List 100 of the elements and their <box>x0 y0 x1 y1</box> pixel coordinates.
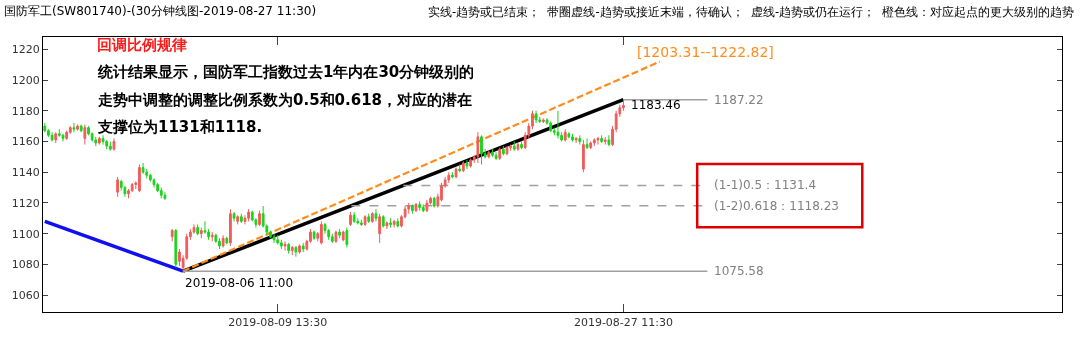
candlestick <box>221 234 225 248</box>
candlestick <box>432 196 436 209</box>
candlestick <box>476 131 480 164</box>
y-tick-label: 1100 <box>11 227 40 241</box>
candlestick <box>301 242 305 253</box>
candlestick <box>501 145 505 156</box>
candlestick <box>312 230 316 241</box>
candlestick <box>505 145 509 156</box>
ref-line-label: 1075.58 <box>714 264 764 278</box>
candlestick <box>410 203 414 215</box>
candlestick <box>94 136 98 147</box>
candlestick <box>54 131 58 144</box>
candlestick <box>516 142 520 152</box>
candlestick <box>498 147 502 161</box>
candlestick <box>65 130 69 141</box>
candlestick <box>465 159 469 170</box>
candlestick <box>170 228 174 242</box>
annotation: 走势中调整的调整比例系数为0.5和0.618，对应的潜在 <box>97 91 473 109</box>
candlestick <box>239 213 243 224</box>
candlestick <box>196 223 200 236</box>
candlestick <box>589 140 593 150</box>
candlestick <box>549 121 553 133</box>
y-tick-label: 1080 <box>11 258 40 272</box>
candlestick <box>98 136 101 146</box>
candlestick <box>447 171 451 184</box>
candlestick <box>556 110 560 139</box>
annotation: 统计结果显示，国防军工指数过去1年内在30分钟级别的 <box>97 63 475 81</box>
candlestick <box>392 219 396 228</box>
candlestick <box>108 140 112 152</box>
chart-title: 国防军工(SW801740)-(30分钟线图-2019-08-27 11:30) <box>4 4 317 19</box>
candlestick <box>116 176 119 198</box>
candlestick <box>57 128 61 138</box>
candlestick <box>341 230 345 242</box>
candlestick <box>283 240 287 252</box>
candlestick <box>596 136 600 146</box>
candlestick <box>461 160 465 173</box>
annotation: 1183.46 <box>631 98 681 112</box>
annotation: 支撑位为1131和1118. <box>97 118 263 136</box>
candlestick <box>294 245 298 258</box>
ref-line-label: 1187.22 <box>714 93 764 107</box>
candlestick <box>50 131 54 142</box>
candlestick <box>225 236 229 245</box>
candlestick <box>542 117 545 124</box>
candlestick <box>370 211 374 224</box>
candlestick <box>334 230 338 244</box>
candlestick <box>469 157 472 169</box>
candlestick <box>425 199 429 213</box>
candlestick <box>421 203 425 213</box>
candlestick <box>534 110 538 124</box>
candlestick <box>101 134 105 146</box>
candlestick <box>218 237 221 250</box>
candlestick <box>199 227 203 239</box>
candlestick <box>210 231 214 242</box>
ref-line-label: (1-2)0.618：1118.23 <box>714 199 839 213</box>
annotation: 回调比例规律 <box>97 36 187 54</box>
candlestick <box>112 137 116 152</box>
candlestick <box>279 239 283 250</box>
x-tick-label: 2019-08-09 13:30 <box>228 316 328 330</box>
candlestick <box>607 134 611 147</box>
y-tick-label: 1060 <box>11 288 40 302</box>
candlestick <box>236 214 240 225</box>
candlestick <box>330 233 334 244</box>
candlestick <box>79 124 83 133</box>
candlestick <box>396 217 400 228</box>
text: 实线-趋势或已结束； 带圈虚线-趋势或接近末端，待确认； 虚线-趋势或仍在运行； 橙色线：对应起点的更大级别的趋势 <box>428 5 1075 19</box>
candlestick <box>378 213 382 244</box>
candlestick <box>360 219 363 227</box>
candlestick <box>389 217 392 228</box>
candlestick <box>287 242 291 255</box>
candlestick <box>512 140 516 152</box>
candlestick <box>571 133 574 142</box>
candlestick <box>338 228 341 239</box>
candlestick <box>83 124 87 146</box>
candlestick <box>520 140 523 150</box>
candlestick <box>582 139 585 173</box>
candlestick <box>272 233 276 244</box>
candlestick <box>247 208 251 222</box>
x-tick-label: 2019-08-27 11:30 <box>573 316 674 330</box>
candlestick <box>76 124 79 132</box>
candlestick <box>385 220 389 230</box>
candlestick <box>414 202 418 213</box>
y-tick-label: 1200 <box>11 73 40 87</box>
candlestick <box>578 134 582 146</box>
annotation: 2019-08-06 11:00 <box>185 276 294 290</box>
candlestick <box>72 122 76 133</box>
candlestick <box>374 208 378 222</box>
y-tick-label: 1220 <box>11 43 40 57</box>
candlestick <box>345 227 349 248</box>
candlestick <box>563 128 567 142</box>
candlestick <box>163 191 167 201</box>
candlestick <box>603 136 607 146</box>
candlestick <box>585 137 589 150</box>
candlestick <box>567 131 571 139</box>
candlestick <box>418 200 422 212</box>
candlestick <box>454 167 458 179</box>
candlestick <box>298 243 301 255</box>
candlestick <box>141 162 145 175</box>
candlestick <box>276 234 280 245</box>
candlestick <box>349 211 352 227</box>
candlestick <box>152 177 156 189</box>
